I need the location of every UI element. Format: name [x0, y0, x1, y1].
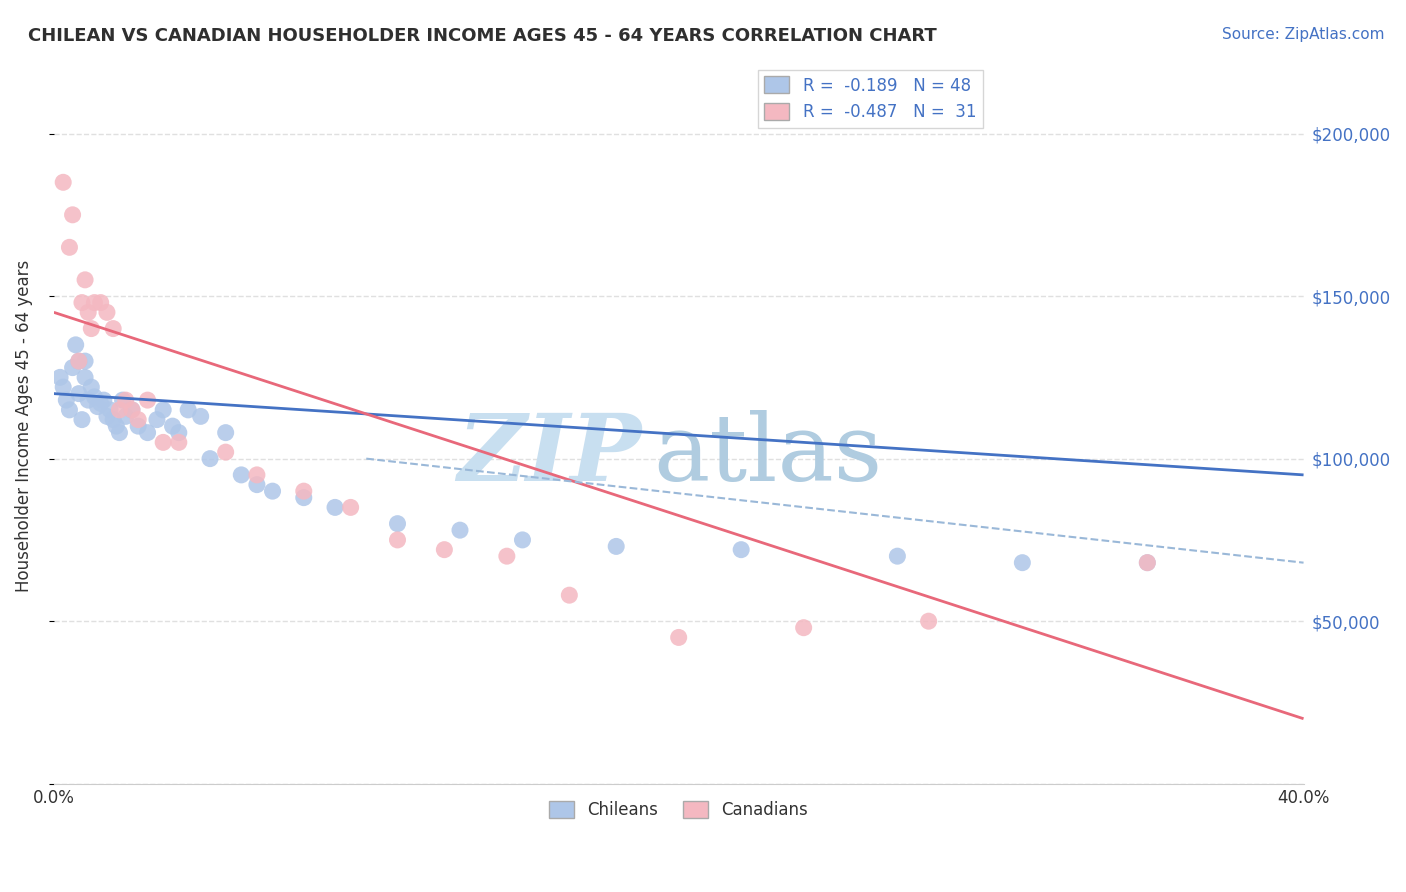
Point: [62, 208, 84, 222]
Point: [215, 445, 238, 459]
Point: [387, 533, 409, 547]
Point: [323, 500, 346, 515]
Point: [730, 542, 752, 557]
Point: [127, 419, 149, 434]
Point: [292, 484, 315, 499]
Point: [65, 338, 87, 352]
Point: [292, 491, 315, 505]
Point: [70, 295, 93, 310]
Point: [162, 419, 184, 434]
Text: CHILEAN VS CANADIAN HOUSEHOLDER INCOME AGES 45 - 64 YEARS CORRELATION CHART: CHILEAN VS CANADIAN HOUSEHOLDER INCOME A…: [28, 27, 936, 45]
Point: [1136, 556, 1159, 570]
Point: [449, 523, 471, 537]
Point: [103, 321, 125, 335]
Point: [1136, 556, 1159, 570]
Point: [152, 402, 174, 417]
Point: [246, 477, 269, 491]
Point: [96, 305, 118, 319]
Point: [83, 295, 105, 310]
Point: [111, 393, 134, 408]
Point: [86, 400, 108, 414]
Point: [668, 631, 690, 645]
Point: [127, 412, 149, 426]
Y-axis label: Householder Income Ages 45 - 64 years: Householder Income Ages 45 - 64 years: [15, 260, 32, 592]
Point: [262, 484, 284, 499]
Point: [83, 390, 105, 404]
Point: [339, 500, 361, 515]
Point: [108, 425, 131, 440]
Point: [80, 321, 103, 335]
Text: Source: ZipAtlas.com: Source: ZipAtlas.com: [1222, 27, 1385, 42]
Point: [433, 542, 456, 557]
Text: ZIP: ZIP: [457, 409, 641, 500]
Point: [108, 402, 131, 417]
Point: [198, 451, 221, 466]
Point: [387, 516, 409, 531]
Point: [67, 354, 90, 368]
Point: [917, 614, 939, 628]
Point: [167, 425, 190, 440]
Point: [793, 621, 815, 635]
Point: [62, 360, 84, 375]
Point: [67, 386, 90, 401]
Point: [105, 419, 128, 434]
Point: [167, 435, 190, 450]
Point: [152, 435, 174, 450]
Point: [80, 380, 103, 394]
Point: [75, 370, 97, 384]
Point: [52, 175, 75, 189]
Point: [136, 425, 159, 440]
Point: [49, 370, 72, 384]
Point: [136, 393, 159, 408]
Legend: Chileans, Canadians: Chileans, Canadians: [543, 794, 815, 825]
Point: [495, 549, 517, 564]
Point: [70, 412, 93, 426]
Point: [98, 402, 121, 417]
Point: [114, 393, 136, 408]
Point: [114, 409, 136, 424]
Text: atlas: atlas: [654, 409, 883, 500]
Point: [190, 409, 212, 424]
Point: [1011, 556, 1033, 570]
Point: [67, 354, 90, 368]
Point: [52, 380, 75, 394]
Point: [121, 402, 143, 417]
Point: [58, 402, 80, 417]
Point: [77, 305, 100, 319]
Point: [75, 273, 97, 287]
Point: [58, 240, 80, 254]
Point: [55, 393, 77, 408]
Point: [90, 295, 112, 310]
Point: [103, 412, 125, 426]
Point: [605, 540, 627, 554]
Point: [121, 402, 143, 417]
Point: [246, 467, 269, 482]
Point: [558, 588, 581, 602]
Point: [177, 402, 200, 417]
Point: [75, 354, 97, 368]
Point: [96, 409, 118, 424]
Point: [231, 467, 253, 482]
Point: [886, 549, 908, 564]
Point: [93, 393, 115, 408]
Point: [215, 425, 238, 440]
Point: [512, 533, 534, 547]
Point: [77, 393, 100, 408]
Point: [90, 396, 112, 410]
Point: [146, 412, 169, 426]
